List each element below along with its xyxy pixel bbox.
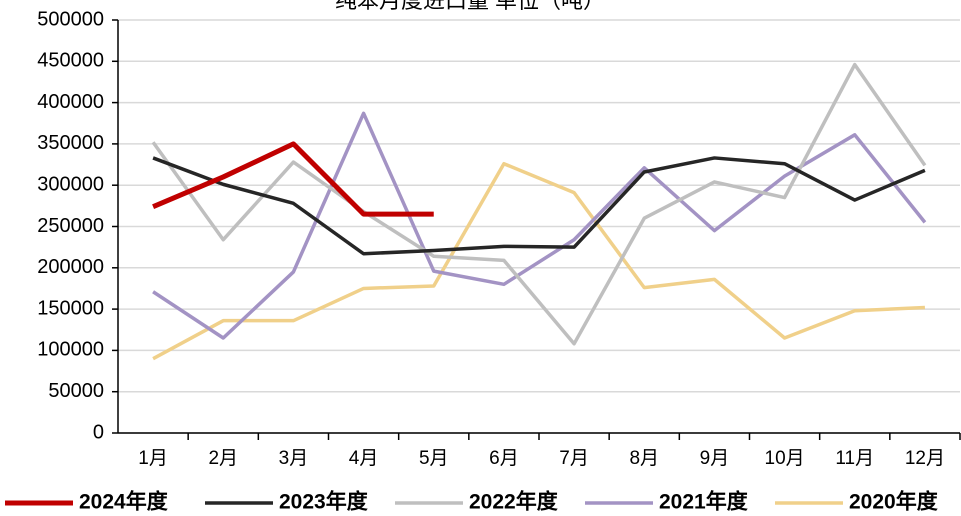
legend-label: 2024年度 — [79, 490, 168, 514]
y-tick-label: 50000 — [48, 380, 104, 402]
y-tick-label: 100000 — [37, 339, 104, 361]
x-tick-label: 9月 — [700, 448, 730, 469]
x-tick-label: 11月 — [835, 448, 874, 469]
y-tick-label: 500000 — [37, 8, 104, 30]
x-tick-label: 8月 — [629, 448, 659, 469]
legend-label: 2022年度 — [469, 490, 558, 514]
series-line — [152, 156, 926, 256]
y-tick-label: 250000 — [37, 215, 104, 237]
x-tick-label: 4月 — [349, 448, 379, 469]
y-tick-label: 450000 — [37, 50, 104, 72]
y-tick-label: 300000 — [37, 173, 104, 195]
legend-label: 2020年度 — [849, 490, 938, 514]
x-tick-label: 1月 — [138, 448, 168, 469]
x-tick-label: 3月 — [279, 448, 309, 469]
y-tick-label: 400000 — [37, 91, 104, 113]
x-tick-label: 7月 — [559, 448, 589, 469]
series-line — [152, 161, 925, 361]
x-tick-label: 10月 — [765, 448, 805, 469]
series-line — [152, 141, 434, 217]
series-line — [151, 62, 927, 346]
x-tick-label: 12月 — [905, 448, 945, 469]
x-tick-label: 6月 — [489, 448, 519, 469]
y-tick-label: 350000 — [37, 132, 104, 154]
chart-title: 纯苯月度进口量 单位（吨） — [335, 0, 605, 13]
legend-label: 2021年度 — [659, 490, 748, 514]
legend-label: 2023年度 — [279, 490, 368, 514]
x-tick-label: 5月 — [419, 448, 449, 469]
y-tick-label: 150000 — [37, 297, 104, 319]
y-tick-label: 200000 — [37, 256, 104, 278]
y-tick-label: 0 — [93, 421, 104, 443]
x-tick-label: 2月 — [208, 448, 238, 469]
